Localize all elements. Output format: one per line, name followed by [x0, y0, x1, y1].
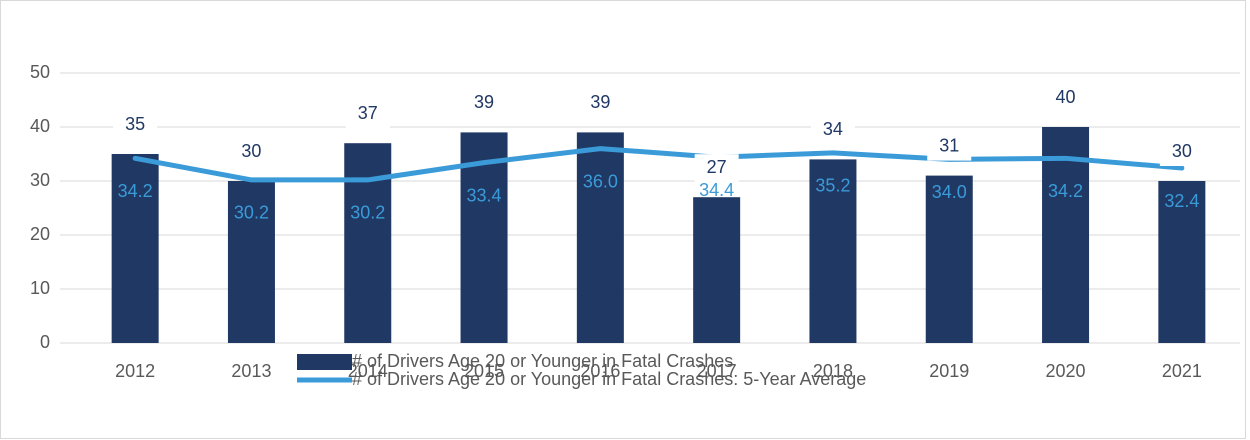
bar-value-label: 30: [1172, 141, 1192, 161]
bar-value-label: 31: [939, 135, 959, 155]
bar: [227, 181, 275, 343]
bar: [460, 132, 508, 343]
bar-label-bg: [578, 89, 623, 118]
y-tick-label: 30: [30, 170, 50, 190]
bar: [1158, 181, 1206, 343]
y-tick-label: 10: [30, 278, 50, 298]
x-tick-label: 2014: [348, 361, 388, 381]
bar: [693, 197, 741, 343]
average-line: [132, 146, 1185, 183]
x-tick-label: 2017: [697, 361, 737, 381]
bar-label-bg: [1159, 138, 1204, 166]
bar: [925, 175, 973, 343]
x-tick-label: 2021: [1162, 361, 1202, 381]
bar-label-bg: [345, 100, 390, 129]
y-tick-label: 40: [30, 116, 50, 136]
x-tick-label: 2013: [231, 361, 271, 381]
x-tick-label: 2018: [813, 361, 853, 381]
y-tick-label: 20: [30, 224, 50, 244]
line-value-label: 34.4: [699, 180, 734, 200]
y-tick-label: 50: [30, 62, 50, 82]
bar-value-label: 37: [358, 103, 378, 123]
legend-label: # of Drivers Age 20 or Younger in Fatal …: [352, 369, 866, 389]
bar-value-label: 39: [590, 92, 610, 112]
x-tick-label: 2020: [1046, 361, 1086, 381]
bar-value-label: 39: [474, 92, 494, 112]
bar-value-label: 34: [823, 119, 843, 139]
line-value-label: 36.0: [583, 171, 618, 191]
bar: [809, 159, 857, 343]
y-tick-label: 0: [40, 332, 50, 352]
x-tick-label: 2016: [580, 361, 620, 381]
bar: [576, 132, 624, 343]
line-value-label: 34.2: [1048, 181, 1083, 201]
line-value-label: 30.2: [234, 203, 269, 223]
legend-swatch: [297, 354, 352, 370]
line-value-label: 32.4: [1164, 191, 1199, 211]
bar-label-bg: [462, 89, 507, 118]
line-value-label: 34.0: [932, 182, 967, 202]
line-value-label: 33.4: [467, 185, 502, 205]
legend-label: # of Drivers Age 20 or Younger in Fatal …: [352, 351, 733, 371]
x-tick-label: 2019: [929, 361, 969, 381]
bar-label-bg: [229, 138, 274, 166]
bar: [1042, 127, 1090, 343]
bar-label-bg: [927, 132, 972, 161]
bar-label-bg: [113, 111, 158, 139]
bar-value-label: 27: [707, 157, 727, 177]
line-value-label: 30.2: [350, 203, 385, 223]
bar: [344, 143, 392, 343]
line-value-label: 34.2: [118, 181, 153, 201]
bar-value-label: 30: [241, 141, 261, 161]
bar-label-bg: [1043, 84, 1088, 112]
x-tick-label: 2015: [464, 361, 504, 381]
bar-label-bg: [694, 154, 739, 183]
bar-label-bg: [810, 116, 855, 145]
line-value-label: 35.2: [815, 176, 850, 196]
bar: [111, 154, 159, 343]
bar-value-label: 40: [1056, 87, 1076, 107]
bar-value-label: 35: [125, 114, 145, 134]
x-tick-label: 2012: [115, 361, 155, 381]
